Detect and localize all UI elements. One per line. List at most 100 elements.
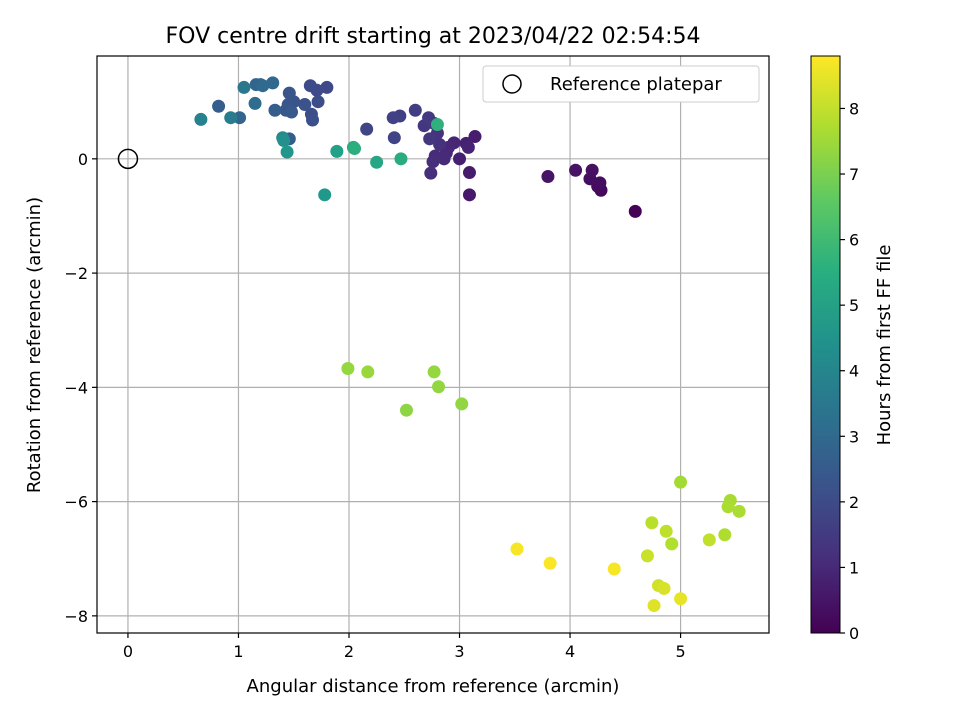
data-point — [361, 365, 375, 379]
legend-marker — [502, 74, 522, 94]
data-point — [427, 365, 441, 379]
data-point — [282, 86, 296, 100]
x-tick-label: 0 — [123, 642, 133, 661]
colorbar: 0 1 2 3 4 5 6 7 8 Hours from first FF file — [810, 55, 895, 643]
x-axis-ticks: 0 1 2 3 4 5 — [123, 633, 686, 661]
x-axis-label: Angular distance from reference (arcmin) — [247, 676, 620, 697]
data-point — [306, 113, 320, 127]
data-point — [674, 475, 688, 489]
data-point — [721, 500, 735, 514]
colorbar-tick-label: 2 — [849, 493, 859, 512]
data-point — [237, 80, 251, 94]
x-tick-label: 2 — [344, 642, 354, 661]
y-axis-ticks: −8 −6 −4 −2 0 — [64, 150, 97, 626]
x-tick-label: 5 — [675, 642, 685, 661]
y-tick-label: −8 — [64, 607, 88, 626]
data-point — [387, 131, 401, 145]
data-point — [462, 166, 476, 180]
data-point — [432, 380, 446, 394]
data-point — [659, 524, 673, 538]
data-point — [640, 549, 654, 563]
data-point — [430, 118, 444, 132]
data-point — [455, 397, 469, 411]
y-tick-label: −2 — [64, 264, 88, 283]
colorbar-tick-label: 1 — [849, 558, 859, 577]
chart-title: FOV centre drift starting at 2023/04/22 … — [166, 24, 701, 49]
colorbar-tick-label: 8 — [849, 99, 859, 118]
colorbar-tick-label: 4 — [849, 362, 859, 381]
data-point — [543, 556, 557, 570]
data-point — [645, 516, 659, 530]
data-point — [585, 163, 599, 177]
colorbar-tick-label: 3 — [849, 427, 859, 446]
data-point — [318, 188, 332, 202]
data-point — [341, 361, 355, 375]
data-point — [408, 103, 422, 117]
data-points — [194, 76, 746, 613]
data-point — [702, 533, 716, 547]
data-point — [248, 96, 262, 110]
legend-label: Reference platepar — [550, 74, 722, 95]
data-point — [424, 166, 438, 180]
data-point — [541, 170, 555, 184]
legend: Reference platepar — [482, 65, 760, 103]
data-point — [266, 76, 280, 90]
data-point — [732, 504, 746, 518]
data-point — [268, 103, 282, 117]
x-tick-label: 1 — [233, 642, 243, 661]
colorbar-tick-label: 7 — [849, 165, 859, 184]
data-point — [277, 134, 291, 148]
data-point — [569, 163, 583, 177]
data-point — [510, 542, 524, 556]
data-point — [657, 581, 671, 595]
reference-platepar-marker — [117, 148, 139, 170]
data-point — [303, 79, 317, 93]
y-tick-label: −4 — [64, 378, 88, 397]
data-point — [394, 152, 408, 166]
colorbar-label: Hours from first FF file — [874, 245, 895, 446]
data-point — [330, 144, 344, 158]
data-point — [311, 95, 325, 109]
colorbar-tick-label: 5 — [849, 296, 859, 315]
plot-frame — [96, 55, 770, 634]
colorbar-tick-label: 0 — [849, 624, 859, 643]
data-point — [348, 142, 362, 156]
legend-box — [482, 65, 760, 103]
data-point — [256, 79, 270, 93]
data-point — [280, 145, 294, 159]
data-point — [674, 592, 688, 606]
data-point — [224, 111, 238, 125]
data-point — [386, 111, 400, 125]
data-point — [212, 99, 226, 113]
data-point — [426, 155, 440, 169]
data-point — [628, 204, 642, 218]
data-point — [423, 132, 437, 146]
data-point — [433, 138, 447, 152]
x-tick-label: 3 — [454, 642, 464, 661]
data-point — [320, 80, 334, 94]
colorbar-ticks: 0 1 2 3 4 5 6 7 8 — [840, 99, 859, 643]
data-point — [462, 188, 476, 202]
data-point — [607, 562, 621, 576]
data-point — [647, 599, 661, 613]
data-point — [718, 528, 732, 542]
colorbar-tick-label: 6 — [849, 231, 859, 250]
data-point — [453, 152, 467, 166]
y-tick-label: −6 — [64, 493, 88, 512]
data-point — [370, 155, 384, 169]
y-tick-label: 0 — [78, 150, 88, 169]
data-point — [665, 537, 679, 551]
data-point — [399, 403, 413, 417]
data-point — [298, 98, 312, 112]
data-point — [194, 112, 208, 126]
data-point — [285, 105, 299, 119]
x-tick-label: 4 — [565, 642, 575, 661]
data-point — [468, 130, 482, 144]
data-point — [422, 111, 436, 125]
y-axis-label: Rotation from reference (arcmin) — [24, 197, 45, 493]
data-point — [593, 176, 607, 190]
data-point — [461, 140, 475, 154]
colorbar-gradient — [810, 55, 841, 634]
data-point — [360, 122, 374, 136]
